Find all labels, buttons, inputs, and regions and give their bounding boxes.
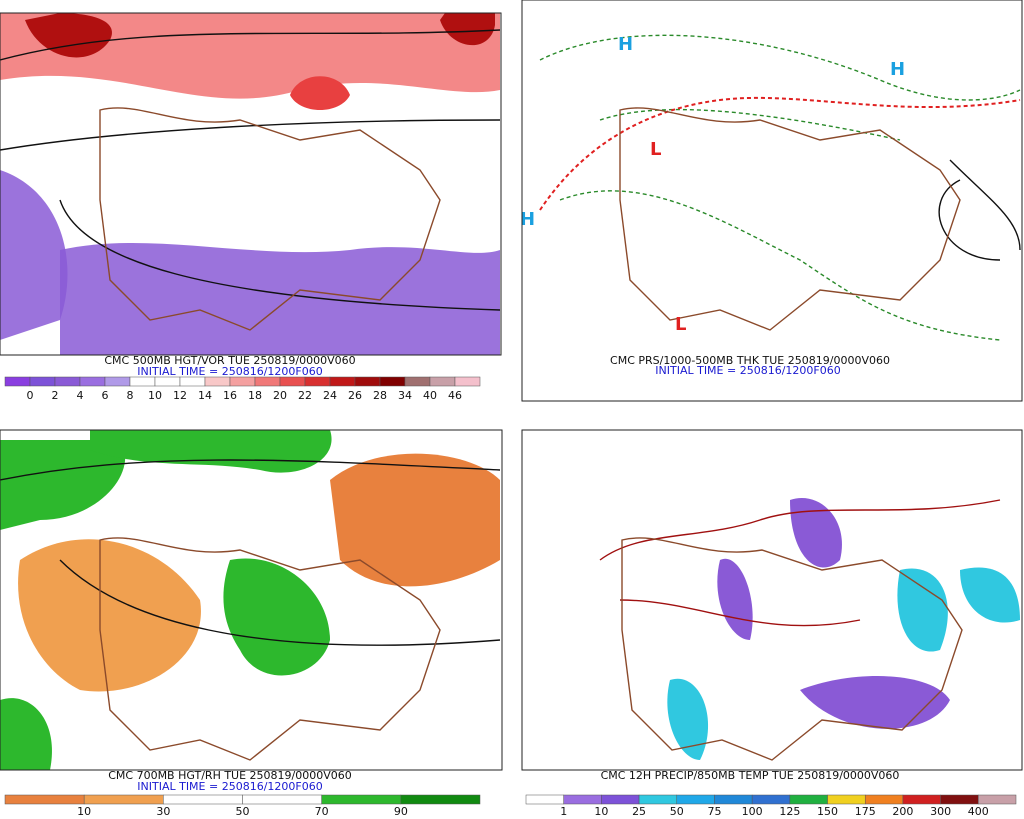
colorbar-label: 10 <box>594 805 608 818</box>
colorbar-label: 25 <box>632 805 646 818</box>
low-marker: L <box>675 314 686 335</box>
colorbar-label: 24 <box>323 389 337 402</box>
colorbar-swatch <box>940 794 979 805</box>
colorbar-swatch <box>304 376 331 387</box>
colorbar-swatch <box>204 376 231 387</box>
colorbar-label: 0 <box>27 389 34 402</box>
colorbar-swatch <box>404 376 431 387</box>
initial-time: INITIAL TIME = 250816/1200F060 <box>655 364 840 377</box>
colorbar-label: 4 <box>77 389 84 402</box>
colorbar-swatch <box>54 376 81 387</box>
colorbar-swatch <box>525 794 564 805</box>
colorbar: 10 30 50 70 90 <box>4 794 481 818</box>
colorbar-swatch <box>229 376 256 387</box>
panel-title: CMC 12H PRECIP/850MB TEMP TUE 250819/000… <box>601 769 900 782</box>
colorbar-swatch <box>400 794 481 805</box>
colorbar-swatch <box>978 794 1017 805</box>
colorbar-swatch <box>751 794 791 805</box>
colorbar-label: 125 <box>779 805 800 818</box>
colorbar-label: 46 <box>448 389 462 402</box>
colorbar-swatch <box>789 794 828 805</box>
colorbar-label: 12 <box>173 389 187 402</box>
colorbar-label: 50 <box>670 805 684 818</box>
colorbar-swatch <box>4 794 85 805</box>
colorbar-swatch <box>902 794 941 805</box>
colorbar-label: 2 <box>52 389 59 402</box>
colorbar-swatch <box>563 794 602 805</box>
map-pressure: H H H L L <box>520 0 1023 402</box>
colorbar-swatch <box>279 376 306 387</box>
colorbar-swatch <box>329 376 356 387</box>
colorbar-label: 22 <box>298 389 312 402</box>
map-700mb <box>0 429 503 771</box>
low-marker: L <box>650 139 661 160</box>
colorbar-label: 40 <box>423 389 437 402</box>
high-marker: H <box>890 59 905 80</box>
colorbar-swatch <box>676 794 715 805</box>
colorbar-label: 10 <box>148 389 162 402</box>
colorbar-label: 400 <box>968 805 989 818</box>
colorbar-label: 18 <box>248 389 262 402</box>
colorbar-label: 16 <box>223 389 237 402</box>
colorbar-swatch <box>254 376 281 387</box>
colorbar-swatch <box>454 376 481 387</box>
colorbar-swatch <box>29 376 56 387</box>
colorbar-swatch <box>179 376 206 387</box>
panel-title: CMC 500MB HGT/VOR TUE 250819/0000V060 <box>104 354 355 367</box>
colorbar-swatch <box>129 376 156 387</box>
colorbar-swatch <box>714 794 753 805</box>
colorbar: 0 2 4 6 8 10 12 14 16 18 20 22 24 26 28 34 40 46 <box>4 376 481 402</box>
panel-title: CMC PRS/1000-500MB THK TUE 250819/0000V0… <box>610 354 890 367</box>
colorbar-label: 150 <box>817 805 838 818</box>
colorbar-swatch <box>429 376 456 387</box>
colorbar-swatch <box>154 376 181 387</box>
colorbar-swatch <box>321 794 402 805</box>
colorbar-label: 300 <box>930 805 951 818</box>
colorbar-label: 1 <box>560 805 567 818</box>
colorbar-swatch <box>163 794 243 805</box>
map-precip <box>521 429 1023 771</box>
initial-time: INITIAL TIME = 250816/1200F060 <box>137 365 322 378</box>
colorbar-swatch <box>83 794 164 805</box>
colorbar-label: 14 <box>198 389 212 402</box>
colorbar-label: 175 <box>855 805 876 818</box>
colorbar-swatch <box>601 794 640 805</box>
colorbar-label: 75 <box>707 805 721 818</box>
colorbar-label: 28 <box>373 389 387 402</box>
colorbar-label: 20 <box>273 389 287 402</box>
colorbar-swatch <box>242 794 322 805</box>
colorbar-label: 70 <box>315 805 329 818</box>
colorbar-label: 200 <box>892 805 913 818</box>
colorbar-swatch <box>354 376 381 387</box>
colorbar-swatch <box>864 794 904 805</box>
colorbar-label: 100 <box>742 805 763 818</box>
colorbar-swatch <box>104 376 131 387</box>
colorbar-swatch <box>638 794 678 805</box>
map-500mb <box>0 12 502 356</box>
colorbar-swatch <box>4 376 31 387</box>
colorbar-swatch <box>79 376 106 387</box>
colorbar-swatch <box>827 794 866 805</box>
colorbar: 1 10 25 50 75 100 125 150 175 200 300 400 <box>525 794 1017 818</box>
colorbar-label: 50 <box>236 805 250 818</box>
colorbar-label: 10 <box>77 805 91 818</box>
colorbar-label: 34 <box>398 389 412 402</box>
colorbar-label: 90 <box>394 805 408 818</box>
initial-time: INITIAL TIME = 250816/1200F060 <box>137 780 322 793</box>
colorbar-label: 8 <box>127 389 134 402</box>
high-marker: H <box>520 209 535 230</box>
high-marker: H <box>618 34 633 55</box>
panel-title: CMC 700MB HGT/RH TUE 250819/0000V060 <box>108 769 352 782</box>
colorbar-swatch <box>379 376 406 387</box>
colorbar-label: 6 <box>102 389 109 402</box>
colorbar-label: 26 <box>348 389 362 402</box>
colorbar-label: 30 <box>156 805 170 818</box>
